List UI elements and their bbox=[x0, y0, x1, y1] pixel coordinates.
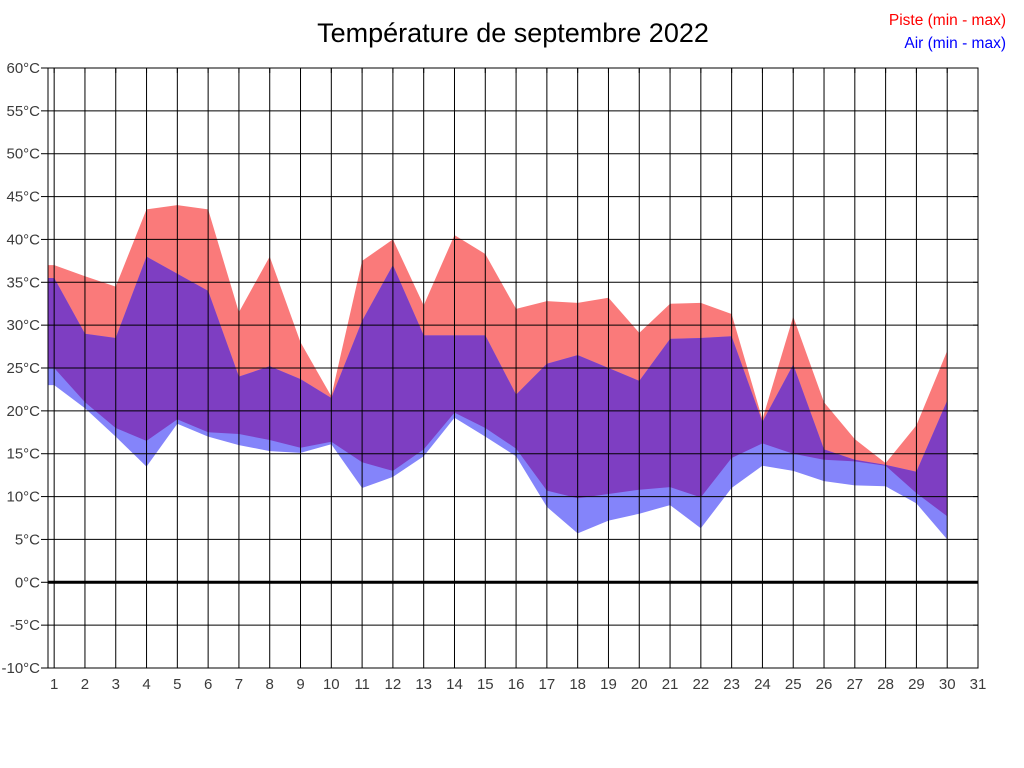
x-tick-label: 2 bbox=[81, 676, 89, 693]
x-tick-label: 3 bbox=[112, 676, 120, 693]
x-tick-label: 21 bbox=[662, 676, 679, 693]
legend-air-label: Air (min - max) bbox=[904, 35, 1006, 52]
y-tick-label: 35°C bbox=[6, 274, 40, 291]
x-tick-label: 14 bbox=[446, 676, 463, 693]
chart-title: Température de septembre 2022 bbox=[317, 18, 709, 48]
y-tick-label: 50°C bbox=[6, 146, 40, 163]
overlap-area bbox=[48, 256, 948, 517]
x-tick-label: 17 bbox=[539, 676, 556, 693]
y-tick-label: 10°C bbox=[6, 489, 40, 506]
y-tick-label: 45°C bbox=[6, 189, 40, 206]
y-tick-label: 20°C bbox=[6, 403, 40, 420]
plot-border bbox=[47, 67, 979, 669]
x-tick-label: 22 bbox=[693, 676, 710, 693]
x-tick-label: 29 bbox=[908, 676, 925, 693]
x-tick-label: 27 bbox=[846, 676, 863, 693]
x-tick-label: 7 bbox=[235, 676, 243, 693]
y-tick-label: 5°C bbox=[15, 531, 40, 548]
x-tick-label: 1 bbox=[50, 676, 58, 693]
x-tick-label: 5 bbox=[173, 676, 181, 693]
x-tick-label: 8 bbox=[266, 676, 274, 693]
x-tick-label: 13 bbox=[415, 676, 432, 693]
x-tick-label: 6 bbox=[204, 676, 212, 693]
x-tick-label: 24 bbox=[754, 676, 771, 693]
x-tick-label: 26 bbox=[816, 676, 833, 693]
grid-lines bbox=[41, 67, 979, 669]
y-tick-label: 0°C bbox=[15, 574, 40, 591]
x-tick-label: 15 bbox=[477, 676, 494, 693]
x-tick-label: 12 bbox=[385, 676, 402, 693]
y-tick-label: 15°C bbox=[6, 446, 40, 463]
x-tick-label: 18 bbox=[569, 676, 586, 693]
x-tick-label: 19 bbox=[600, 676, 617, 693]
x-tick-label: 23 bbox=[723, 676, 740, 693]
y-tick-label: 55°C bbox=[6, 103, 40, 120]
legend-piste-label: Piste (min - max) bbox=[889, 12, 1006, 29]
axis-tick-labels: 60°C55°C50°C45°C40°C35°C30°C25°C20°C15°C… bbox=[1, 60, 986, 693]
x-tick-label: 9 bbox=[296, 676, 304, 693]
temperature-bands bbox=[48, 205, 948, 540]
x-tick-label: 11 bbox=[354, 676, 370, 693]
x-tick-label: 4 bbox=[142, 676, 150, 693]
x-tick-label: 30 bbox=[939, 676, 956, 693]
x-tick-label: 31 bbox=[970, 676, 987, 693]
y-tick-label: -5°C bbox=[10, 617, 40, 634]
y-tick-label: 60°C bbox=[6, 60, 40, 77]
y-tick-label: -10°C bbox=[1, 660, 40, 677]
x-tick-label: 16 bbox=[508, 676, 525, 693]
y-tick-label: 40°C bbox=[6, 231, 40, 248]
x-tick-label: 25 bbox=[785, 676, 802, 693]
y-tick-label: 30°C bbox=[6, 317, 40, 334]
x-tick-label: 20 bbox=[631, 676, 648, 693]
x-tick-label: 10 bbox=[323, 676, 340, 693]
y-tick-label: 25°C bbox=[6, 360, 40, 377]
x-tick-label: 28 bbox=[877, 676, 894, 693]
